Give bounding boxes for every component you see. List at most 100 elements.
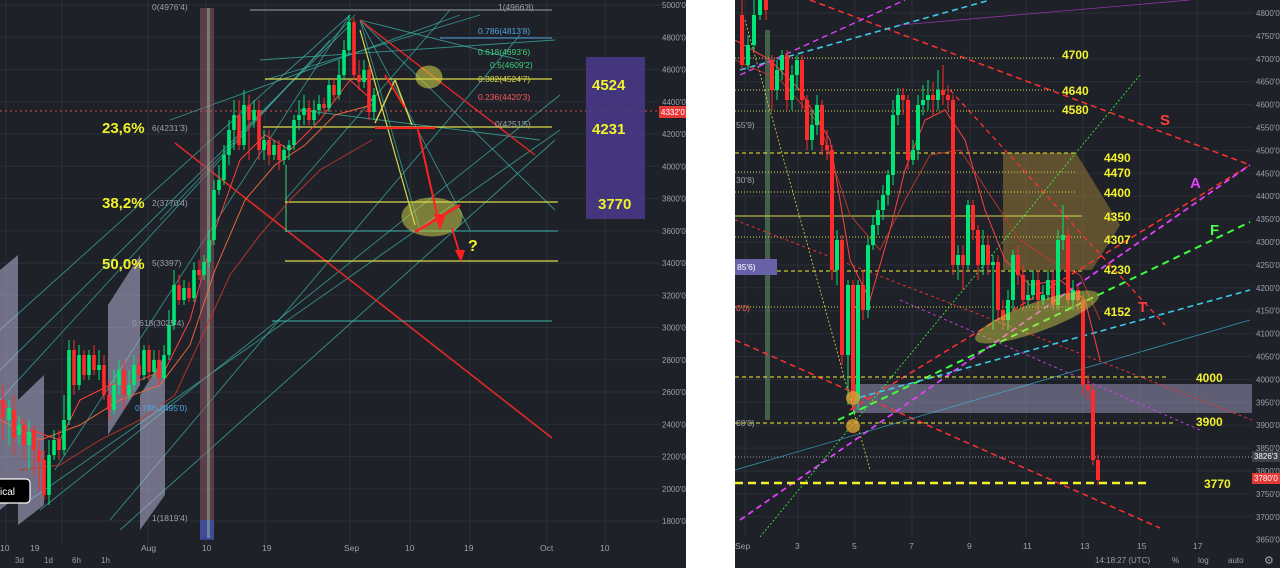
right-candle-7 — [780, 55, 784, 70]
ma-mid — [0, 104, 373, 441]
left-candle-26 — [132, 365, 136, 385]
right-candle-18 — [835, 240, 839, 270]
left-candle-61 — [307, 108, 311, 120]
left-candle-69 — [347, 22, 351, 50]
status-auto[interactable]: auto — [1228, 556, 1244, 565]
left-y-axis[interactable]: 5000'0 4800'0 4600'0 4400'0 4200'0 4000'0 3800… — [662, 1, 686, 526]
left-candle-58 — [292, 120, 296, 145]
left-candle-9 — [47, 455, 51, 495]
right-small-label-3: 85'6) — [737, 262, 756, 272]
right-annotations — [846, 290, 1099, 433]
level-4700: 4700 — [1062, 48, 1089, 62]
levels-box: 4524 4231 3770 — [586, 57, 645, 219]
right-candle-23 — [861, 285, 865, 310]
right-y-tick-label: 3850'0 — [1256, 444, 1280, 453]
line-letter-t: T — [1138, 299, 1147, 316]
left-candle-35 — [177, 285, 181, 300]
right-level-labels: 4700 4640 4580 4490 4470 4400 4350 4307 … — [1062, 48, 1231, 491]
trend-magenta-top — [899, 0, 1191, 26]
left-fib-labels: 0(4976'4) 1(4966'8) 0.786(4813'8) 0.618(… — [132, 2, 534, 523]
status-log[interactable]: log — [1198, 556, 1209, 565]
line-letter-a: A — [1190, 175, 1201, 192]
trend-lower-red — [735, 339, 1161, 529]
left-candle-63 — [317, 104, 321, 110]
right-x-tick-label: 11 — [1023, 541, 1032, 551]
right-x-tick-label: Sep — [735, 541, 750, 551]
right-candle-49 — [991, 262, 995, 265]
fib-top-label: 0(4976'4) — [152, 2, 188, 12]
anno-dot-upper — [846, 391, 860, 405]
right-candle-50 — [996, 262, 1000, 310]
right-candle-16 — [825, 145, 829, 150]
settings-gear-icon[interactable]: ⚙ — [1264, 555, 1274, 567]
right-candle-63 — [1061, 235, 1065, 240]
right-y-tick-label: 4050'0 — [1256, 353, 1280, 362]
zone-green-band — [765, 30, 770, 420]
fan-line-7 — [119, 139, 556, 531]
left-y-tick-label: 1800'0 — [662, 517, 686, 526]
left-candle-18 — [92, 355, 96, 370]
level-4000: 4000 — [1196, 371, 1223, 385]
anno-red-arrowhead-2 — [455, 250, 465, 262]
timeframe-3d[interactable]: 3d — [15, 556, 24, 565]
left-candle-28 — [142, 350, 146, 375]
left-candle-68 — [342, 50, 346, 75]
left-candle-21 — [107, 395, 111, 410]
status-percent[interactable]: % — [1172, 556, 1179, 565]
fan-line-10 — [359, 19, 471, 231]
right-gridlines — [735, 0, 1252, 537]
right-y-tick-label: 4000'0 — [1256, 375, 1280, 384]
left-candle-36 — [182, 288, 186, 300]
left-moving-averages — [0, 79, 373, 471]
right-small-label-4: 0'0) — [736, 303, 750, 313]
fan-line-1 — [0, 24, 351, 371]
right-candle-57 — [1031, 280, 1035, 295]
right-candle-33 — [911, 150, 915, 160]
anno-dot-lower — [846, 419, 860, 433]
indicator-badge[interactable]: ical — [0, 478, 31, 504]
right-candle-0 — [740, 15, 744, 65]
right-small-label-2: 30'8) — [736, 175, 755, 185]
left-y-tick-label: 2200'0 — [662, 453, 686, 462]
trend-cyan-thin — [735, 319, 1251, 471]
left-x-tick-label: 10 — [600, 543, 610, 553]
levels-box-bg — [586, 57, 645, 219]
right-candle-42 — [956, 255, 960, 265]
right-candle-31 — [901, 95, 905, 100]
left-candle-60 — [302, 108, 306, 115]
right-y-axis[interactable]: 4800'0 4750'0 4700'0 4650'0 4600'0 4550'0 4500… — [1256, 9, 1280, 545]
right-candle-36 — [926, 95, 930, 100]
left-candle-13 — [67, 350, 71, 420]
timeframe-1d[interactable]: 1d — [44, 556, 53, 565]
timeframe-selector[interactable]: 3d 1d 6h 1h — [15, 556, 110, 565]
left-panel: 0(4976'4) 1(4966'8) 0.786(4813'8) 0.618(… — [0, 0, 687, 568]
right-shaded-zones — [765, 30, 1252, 420]
left-candle-8 — [42, 460, 46, 495]
right-price-tag-2: 3780'0 — [1252, 473, 1280, 484]
right-candle-60 — [1046, 280, 1050, 295]
red-trend-line — [174, 142, 553, 439]
fan-line-13 — [264, 14, 481, 81]
right-x-axis[interactable]: Sep 3 5 7 9 11 13 15 17 — [735, 541, 1203, 551]
right-candle-10 — [795, 60, 799, 75]
fan-line-11 — [359, 19, 421, 231]
anno-ellipse-wedge — [975, 290, 1099, 344]
left-candle-65 — [327, 85, 331, 108]
right-candles — [740, 0, 1100, 485]
right-candle-58 — [1036, 280, 1040, 300]
left-x-axis[interactable]: 10 19 Aug 10 19 Sep 10 19 Oct 10 — [0, 543, 610, 553]
anno-red-down — [417, 129, 441, 229]
timeframe-6h[interactable]: 6h — [72, 556, 81, 565]
right-candle-39 — [941, 90, 945, 95]
left-y-tick-label: 3000'0 — [662, 324, 686, 333]
right-candle-20 — [846, 285, 850, 355]
left-candle-72 — [362, 70, 366, 82]
zone-1 — [0, 255, 18, 510]
left-candle-47 — [237, 115, 241, 145]
right-candle-44 — [966, 205, 970, 265]
timeframe-1h[interactable]: 1h — [101, 556, 110, 565]
right-candle-68 — [1086, 385, 1090, 390]
right-candle-12 — [805, 100, 809, 140]
fan-line-16 — [359, 19, 521, 61]
